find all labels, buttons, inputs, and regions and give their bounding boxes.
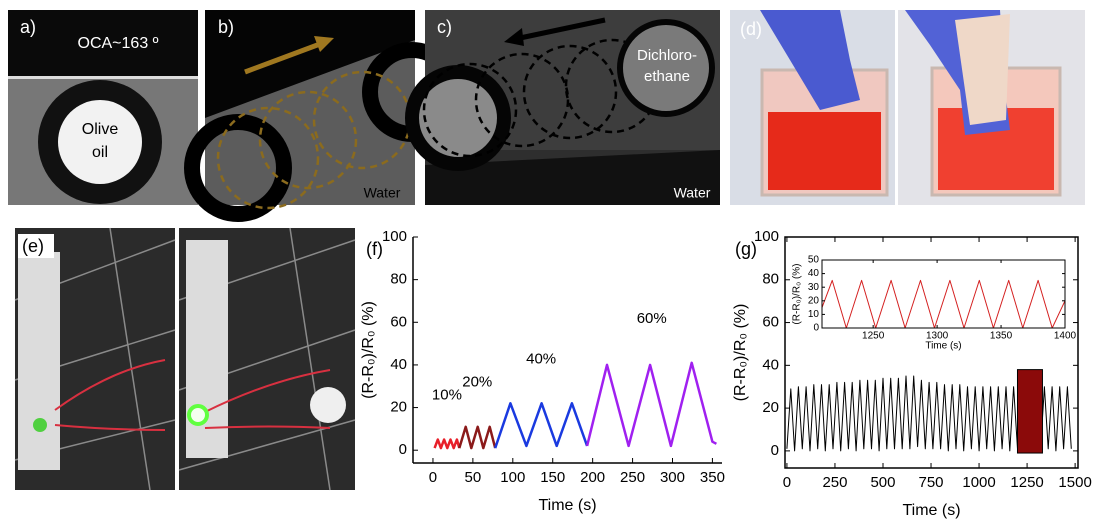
led-on bbox=[189, 406, 207, 424]
y-tick-label: 80 bbox=[390, 271, 407, 288]
x-tick-label: 200 bbox=[580, 469, 605, 486]
x-tick-label: 300 bbox=[660, 469, 685, 486]
liquid bbox=[768, 112, 881, 190]
y-tick-label: 0 bbox=[813, 323, 819, 334]
page: a) OCA~163 º Olive oil b) Water bbox=[0, 0, 1097, 520]
y-tick-label: 60 bbox=[762, 314, 779, 331]
x-tick-label: 0 bbox=[429, 469, 437, 486]
droplet-label: oil bbox=[92, 144, 108, 161]
y-tick-label: 80 bbox=[762, 271, 779, 288]
x-axis-label: Time (s) bbox=[538, 497, 596, 514]
x-tick-label: 1250 bbox=[862, 331, 885, 342]
panel-label: (e) bbox=[22, 236, 44, 256]
x-tick-label: 100 bbox=[500, 469, 525, 486]
panel-label: a) bbox=[20, 17, 36, 37]
highlight bbox=[1017, 370, 1042, 453]
droplet-core bbox=[58, 100, 142, 184]
x-tick-label: 1000 bbox=[962, 474, 995, 491]
photo-d: (d) bbox=[730, 10, 1085, 205]
y-tick-label: 40 bbox=[390, 356, 407, 373]
y-tick-label: 60 bbox=[390, 313, 407, 330]
medium-label: Water bbox=[674, 185, 711, 201]
led-off bbox=[33, 418, 47, 432]
y-tick-label: 40 bbox=[808, 268, 820, 279]
y-tick-label: 0 bbox=[771, 442, 779, 459]
chart: 10%20% 40% 60% 0 20 40 60 80 100 0 50 100 150 200 250 3… bbox=[360, 228, 725, 514]
y-tick-label: 50 bbox=[808, 255, 820, 266]
x-tick-label: 1400 bbox=[1054, 331, 1077, 342]
y-tick-label: 20 bbox=[762, 399, 779, 416]
medium-label: Water bbox=[364, 185, 401, 201]
x-axis-label: Time (s) bbox=[925, 341, 961, 352]
breadboard bbox=[186, 240, 228, 458]
series-label: 40% bbox=[526, 350, 556, 367]
x-tick-label: 250 bbox=[822, 474, 847, 491]
panel-label: (f) bbox=[366, 239, 383, 259]
x-tick-label: 250 bbox=[620, 469, 645, 486]
droplet-label: ethane bbox=[644, 68, 690, 85]
y-tick-label: 40 bbox=[762, 356, 779, 373]
x-tick-label: 0 bbox=[783, 474, 791, 491]
droplet-label: Dichloro- bbox=[637, 47, 697, 64]
series-label: 20% bbox=[462, 374, 492, 391]
figure: a) OCA~163 º Olive oil b) Water bbox=[0, 0, 1097, 520]
panel-label: (g) bbox=[735, 239, 757, 259]
y-tick-label: 20 bbox=[808, 295, 820, 306]
photo-a: a) OCA~163 º Olive oil bbox=[8, 10, 198, 205]
y-tick-label: 10 bbox=[808, 309, 820, 320]
angle-label: OCA~163 º bbox=[78, 35, 159, 52]
series-label: 10% bbox=[432, 387, 462, 404]
droplet-label: Olive bbox=[82, 121, 119, 138]
plot-area bbox=[822, 260, 1065, 328]
panel-label: b) bbox=[218, 17, 234, 37]
data-line bbox=[459, 427, 495, 448]
series-label: 60% bbox=[637, 310, 667, 327]
x-tick-label: 350 bbox=[700, 469, 725, 486]
data-line bbox=[435, 440, 460, 449]
panel-label: c) bbox=[437, 17, 452, 37]
y-tick-label: 100 bbox=[382, 228, 407, 245]
y-tick-label: 20 bbox=[390, 399, 407, 416]
y-tick-label: 100 bbox=[754, 228, 779, 245]
data-line bbox=[587, 363, 716, 446]
breadboard bbox=[18, 252, 60, 470]
x-tick-label: 1500 bbox=[1058, 474, 1091, 491]
x-tick-label: 750 bbox=[919, 474, 944, 491]
sponge bbox=[310, 387, 346, 423]
x-tick-label: 500 bbox=[870, 474, 895, 491]
y-tick-label: 30 bbox=[808, 282, 820, 293]
y-tick-label: 0 bbox=[399, 441, 407, 458]
x-tick-label: 50 bbox=[465, 469, 482, 486]
photo-e: (e) bbox=[15, 228, 355, 490]
y-axis-label: (R-R₀)/R₀ (%) bbox=[732, 304, 749, 402]
photo-c: c) Dichloro- ethane Water bbox=[412, 10, 720, 205]
y-axis-label: (R-R₀)/R₀ (%) bbox=[360, 301, 377, 399]
y-axis-label: (R-R₀)/R₀ (%) bbox=[792, 263, 803, 324]
x-tick-label: 150 bbox=[540, 469, 565, 486]
x-tick-label: 1250 bbox=[1010, 474, 1043, 491]
x-axis-label: Time (s) bbox=[902, 502, 960, 519]
x-tick-label: 1350 bbox=[990, 331, 1013, 342]
surface-edge bbox=[8, 76, 198, 79]
data-line bbox=[495, 403, 587, 448]
panel-label: (d) bbox=[740, 19, 762, 39]
